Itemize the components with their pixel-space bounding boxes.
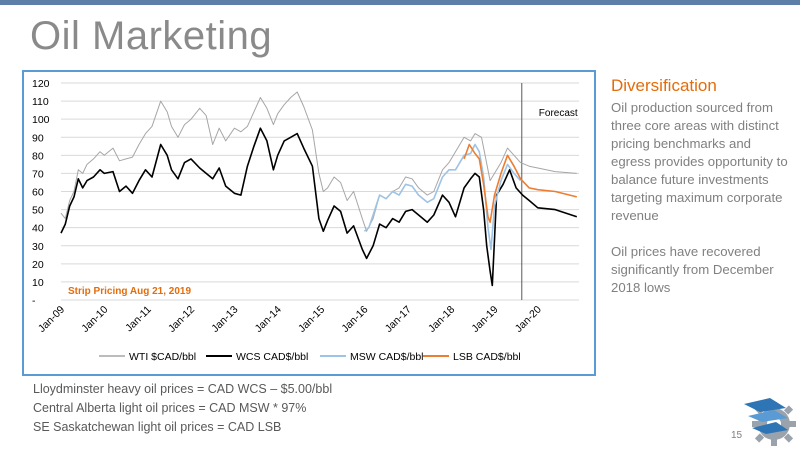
y-tick-label: 30 (32, 241, 44, 253)
x-tick-label: Jan-16 (339, 304, 370, 335)
y-tick-label: 110 (32, 96, 49, 108)
x-tick-label: Jan-12 (166, 304, 197, 335)
legend-entry: WTI $CAD/bbl (129, 351, 196, 363)
footnote-se-saskatchewan: SE Saskatchewan light oil prices = CAD L… (33, 420, 282, 434)
series-line-msw (363, 143, 522, 251)
y-tick-label: 40 (32, 223, 44, 235)
x-tick-label: Jan-09 (36, 304, 67, 335)
y-tick-label: 10 (32, 277, 44, 289)
footnotes: Lloydminster heavy oil prices = CAD WCS … (33, 380, 332, 437)
series-line-lsb (463, 143, 577, 223)
series-line-wti (60, 91, 577, 232)
x-tick-label: Jan-19 (469, 304, 500, 335)
sidebar-paragraph-2: Oil prices have recovered significantly … (611, 244, 774, 295)
chart-frame: - 10 20 30 40 50 60 70 80 90 100 110 120 Jan-09 Jan-10… (22, 70, 596, 376)
forecast-label: Forecast (539, 108, 578, 119)
sidebar-paragraph-1: Oil production sourced from three core a… (611, 100, 788, 223)
x-tick-label: Jan-13 (209, 304, 240, 335)
x-tick-label: Jan-15 (296, 304, 327, 335)
y-tick-label: 70 (32, 168, 44, 180)
page-number: 15 (731, 430, 743, 441)
y-tick-label: 90 (32, 132, 44, 144)
y-tick-label: 120 (32, 78, 50, 90)
legend-entry: MSW CAD$/bbl (350, 351, 424, 363)
series-line-wcs (60, 127, 578, 287)
y-tick-label: 80 (32, 150, 44, 162)
x-tick-label: Jan-17 (383, 304, 414, 335)
footnote-central-alberta: Central Alberta light oil prices = CAD M… (33, 401, 307, 415)
y-tick-label: 50 (32, 205, 44, 217)
x-tick-label: Jan-20 (513, 304, 544, 335)
x-tick-label: Jan-18 (426, 304, 457, 335)
y-tick-label: 100 (32, 114, 50, 126)
sidebar-heading: Diversification (611, 76, 717, 95)
page-title: Oil Marketing (30, 14, 273, 58)
top-accent-rule (0, 0, 800, 5)
company-logo-icon (744, 398, 796, 446)
y-tick-label: - (32, 295, 36, 307)
strip-pricing-label: Strip Pricing Aug 21, 2019 (68, 286, 191, 297)
legend-entry: WCS CAD$/bbl (236, 351, 308, 363)
y-tick-label: 20 (32, 259, 44, 271)
x-tick-label: Jan-14 (253, 304, 284, 335)
x-tick-label: Jan-11 (123, 304, 154, 335)
y-tick-label: 60 (32, 187, 44, 199)
legend-entry: LSB CAD$/bbl (453, 351, 521, 363)
price-chart: - 10 20 30 40 50 60 70 80 90 100 110 120 Jan-09 Jan-10… (32, 78, 579, 363)
footnote-lloydminster: Lloydminster heavy oil prices = CAD WCS … (33, 382, 333, 396)
x-tick-label: Jan-10 (79, 304, 110, 335)
